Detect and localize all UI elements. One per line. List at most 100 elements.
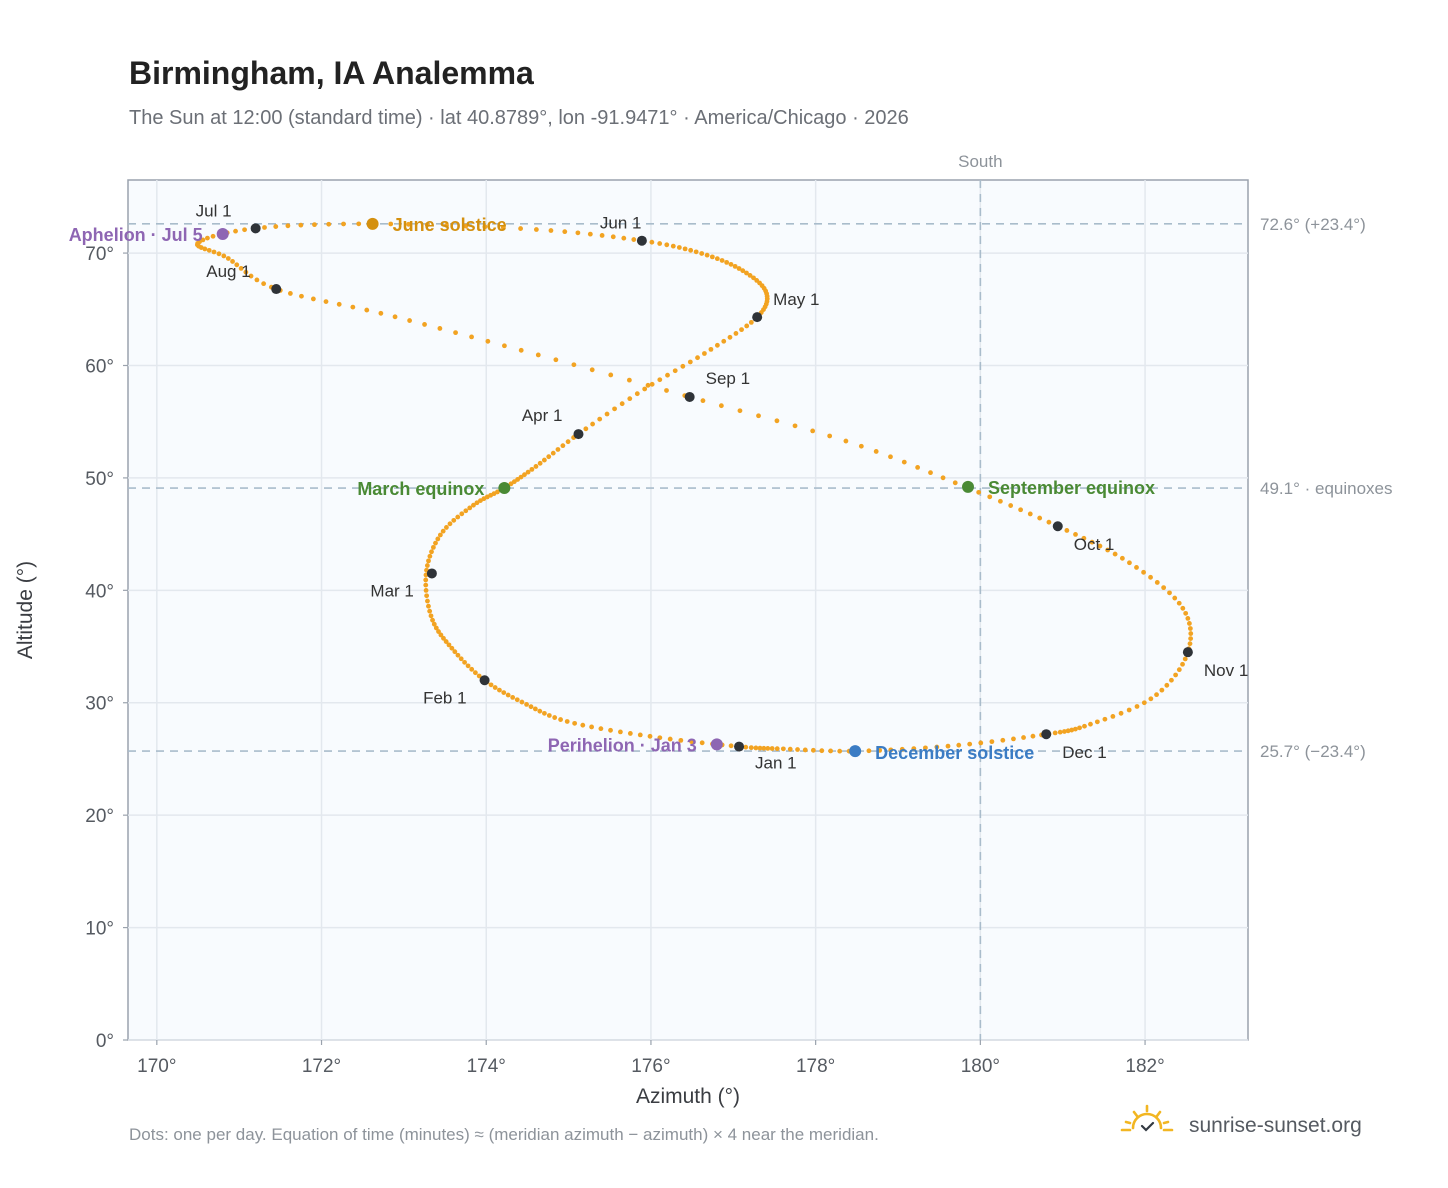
- day-dot: [465, 663, 471, 669]
- day-dot: [754, 278, 760, 283]
- day-dot: [1176, 600, 1182, 606]
- day-dot: [216, 251, 222, 257]
- day-dot: [934, 744, 940, 750]
- day-dot: [911, 746, 917, 751]
- day-dot: [500, 225, 506, 231]
- day-dot: [976, 489, 982, 495]
- day-dot: [1052, 730, 1058, 736]
- day-dot: [1011, 736, 1016, 742]
- day-dot: [310, 296, 316, 302]
- day-dot: [423, 587, 429, 593]
- day-dot: [744, 270, 749, 276]
- event-label: March equinox: [357, 479, 484, 499]
- day-dot: [528, 704, 534, 710]
- day-dot: [248, 273, 254, 279]
- altitude-reference-label: 49.1° · equinoxes: [1260, 479, 1393, 498]
- day-dot: [336, 301, 342, 307]
- day-dot: [378, 310, 384, 316]
- day-dot: [828, 748, 834, 754]
- day-dot: [469, 666, 475, 672]
- day-dot: [819, 748, 825, 754]
- y-tick-label: 0°: [96, 1031, 114, 1052]
- day-dot: [1148, 574, 1153, 580]
- day-dot: [505, 692, 511, 698]
- month-marker: [684, 391, 695, 402]
- day-dot: [1018, 507, 1024, 513]
- day-dot: [1180, 605, 1186, 611]
- day-dot: [739, 327, 744, 333]
- day-dot: [590, 421, 595, 427]
- day-dot: [580, 722, 586, 728]
- event-marker: [710, 738, 723, 751]
- day-dot: [733, 331, 739, 336]
- day-dot: [1180, 661, 1185, 667]
- day-dot: [1141, 700, 1147, 706]
- day-dot: [501, 690, 507, 695]
- day-dot: [873, 449, 879, 454]
- day-dot: [1027, 511, 1033, 517]
- day-dot: [647, 733, 653, 739]
- day-dot: [1000, 737, 1006, 743]
- day-dot: [1148, 696, 1154, 702]
- day-dot: [427, 608, 433, 614]
- day-dot: [843, 438, 849, 444]
- day-dot: [458, 656, 464, 662]
- day-dot: [242, 227, 247, 233]
- day-dot: [230, 259, 235, 264]
- day-dot: [514, 697, 520, 703]
- day-dot: [699, 251, 705, 256]
- day-dot: [1127, 560, 1132, 566]
- event-marker: [962, 480, 974, 493]
- day-dot: [858, 443, 864, 449]
- day-dot: [447, 521, 453, 527]
- day-dot: [967, 741, 973, 747]
- day-dot: [787, 746, 793, 752]
- day-dot: [634, 391, 640, 397]
- day-dot: [422, 322, 427, 327]
- day-dot: [1077, 725, 1082, 731]
- day-dot: [687, 359, 693, 365]
- day-dot: [492, 685, 498, 690]
- day-dot: [1141, 569, 1146, 575]
- day-dot: [667, 736, 673, 742]
- day-dot: [254, 277, 260, 283]
- day-dot: [604, 411, 610, 417]
- day-dot: [989, 739, 995, 745]
- day-dot: [238, 266, 244, 271]
- event-label: September equinox: [988, 478, 1155, 498]
- day-dot: [287, 291, 293, 296]
- day-dot: [987, 494, 993, 500]
- day-dot: [285, 223, 291, 229]
- day-dot: [704, 252, 710, 258]
- day-dot: [565, 439, 571, 445]
- day-dot: [748, 319, 754, 325]
- day-dot: [1134, 704, 1140, 709]
- day-dot: [1182, 656, 1188, 662]
- day-dot: [406, 221, 411, 227]
- day-dot: [482, 224, 488, 230]
- day-dot: [433, 625, 439, 631]
- day-dot: [350, 304, 356, 310]
- day-dot: [792, 423, 798, 429]
- event-marker: [216, 227, 229, 240]
- day-dot: [747, 272, 753, 278]
- day-dot: [524, 701, 529, 707]
- day-dot: [737, 408, 743, 414]
- x-tick-label: 172°: [302, 1056, 341, 1077]
- day-dot: [1110, 713, 1116, 719]
- day-dot: [1082, 723, 1087, 729]
- day-dot: [695, 355, 700, 361]
- day-dot: [626, 377, 632, 383]
- day-dot: [564, 719, 570, 724]
- plot-area: [127, 179, 1249, 1041]
- day-dot: [299, 293, 304, 299]
- day-dot: [657, 377, 663, 383]
- month-marker: [573, 429, 584, 440]
- day-dot: [261, 281, 267, 287]
- day-dot: [1154, 580, 1160, 585]
- day-dot: [665, 372, 670, 378]
- footnote: Dots: one per day. Equation of time (min…: [129, 1125, 879, 1144]
- day-dot: [452, 649, 458, 655]
- day-dot: [1154, 692, 1159, 698]
